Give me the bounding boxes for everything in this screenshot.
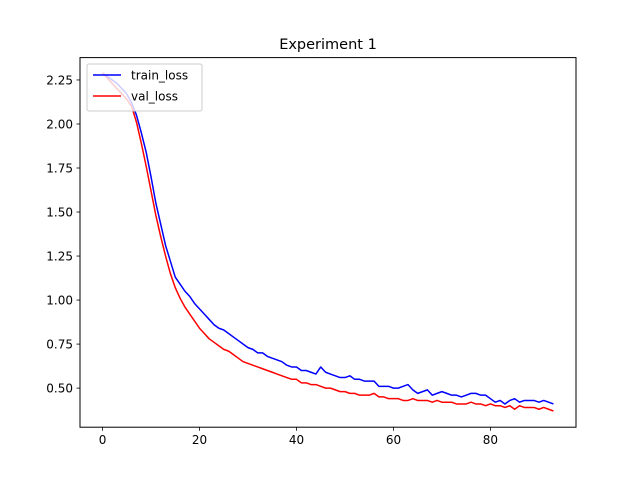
y-tick-label: 1.00	[46, 293, 73, 307]
y-tick-label: 2.00	[46, 117, 73, 131]
series-lines	[101, 72, 554, 412]
x-tick-label: 20	[192, 433, 207, 447]
series-line-train-loss	[102, 72, 554, 405]
legend-label: val_loss	[131, 89, 178, 103]
y-tick-label: 0.75	[46, 337, 73, 351]
legend: train_loss val_loss	[86, 63, 203, 112]
chart-title: Experiment 1	[279, 37, 377, 53]
plot-frame	[79, 57, 577, 428]
y-tick-label: 2.25	[46, 73, 73, 87]
x-tick-label: 80	[483, 433, 498, 447]
y-tick-label: 1.75	[46, 161, 73, 175]
legend-label: train_loss	[131, 68, 188, 82]
x-tick-label: 40	[289, 433, 304, 447]
series-line-val-loss	[101, 72, 554, 412]
y-tick-label: 0.50	[46, 381, 73, 395]
y-tick-label: 1.25	[46, 249, 73, 263]
axes-ticks: 0 20 40 60 80 0.50 0.75 1.00 1.25 1.50 1.75 2.00 2.2…	[46, 73, 498, 447]
x-tick-label: 0	[99, 433, 107, 447]
y-tick-label: 1.50	[46, 205, 73, 219]
x-tick-label: 60	[386, 433, 401, 447]
